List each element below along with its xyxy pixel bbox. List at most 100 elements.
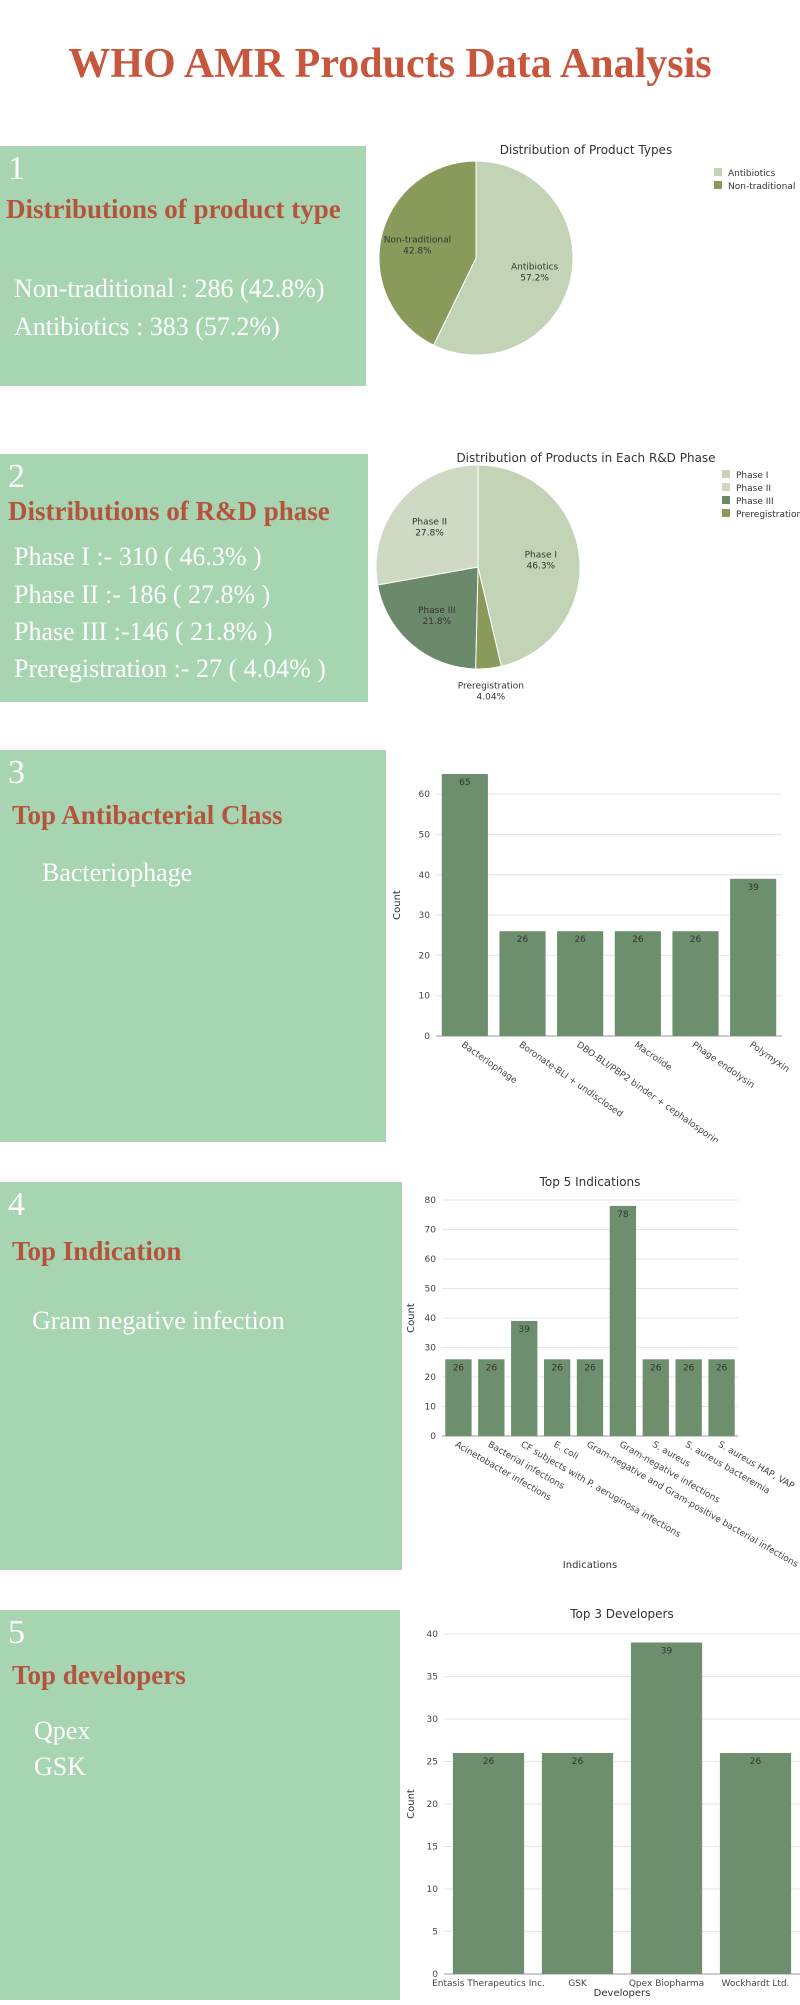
y-tick-label: 0 (432, 1970, 438, 1980)
bar (543, 1359, 571, 1436)
slice-label: Non-traditional 42.8% (384, 236, 451, 257)
bar-value-label: 26 (517, 935, 529, 945)
y-tick-label: 0 (424, 1032, 430, 1042)
pie-slice (477, 464, 581, 667)
legend-label: Non-traditional (728, 182, 795, 192)
bar (445, 1359, 472, 1436)
bar-value-label: 26 (453, 1363, 465, 1373)
section-1-panel: 1 Distributions of product type Non-trad… (0, 146, 366, 386)
section-line: Phase II :- 186 ( 27.8% ) (14, 580, 271, 609)
section-number: 2 (8, 458, 25, 495)
bar-value-label: 39 (518, 1325, 530, 1335)
y-axis-title: Count (406, 1303, 417, 1333)
chart-title: Distribution of Products in Each R&D Pha… (456, 451, 715, 465)
section-line: GSK (34, 1752, 87, 1781)
bar-value-label: 26 (690, 935, 702, 945)
x-tick-label: Wockhardt Ltd. (721, 1979, 789, 1989)
section-number: 3 (8, 754, 25, 791)
section-heading: Distributions of R&D phase (8, 496, 330, 526)
legend-label: Preregistration (736, 510, 800, 520)
antibacterial-class-bar-chart: 0 10 20 30 40 50 60 65 Bacteriophage 26 Boronate-B… (386, 750, 800, 1147)
section-3-panel: 3 Top Antibacterial Class Bacteriophage (0, 750, 386, 1142)
bar (576, 1359, 604, 1436)
y-tick-label: 60 (425, 1255, 437, 1265)
y-tick-label: 80 (425, 1196, 437, 1206)
bar-value-label: 78 (617, 1210, 629, 1220)
rnd-phase-pie-chart: Distribution of Products in Each R&D Pha… (368, 448, 800, 706)
bar (630, 1642, 703, 1974)
y-tick-label: 40 (427, 1630, 439, 1640)
bar-value-label: 26 (650, 1363, 662, 1373)
slice-label: Phase I 46.3% (525, 551, 557, 572)
y-tick-label: 20 (425, 1373, 437, 1383)
legend-label: Phase III (736, 497, 774, 507)
bar-value-label: 26 (572, 1757, 584, 1767)
section-line: Gram negative infection (32, 1306, 285, 1335)
slice-label: Phase III 21.8% (418, 606, 456, 627)
chart-title: Distribution of Product Types (500, 143, 672, 157)
y-tick-label: 0 (430, 1432, 436, 1442)
legend-label: Phase II (736, 484, 771, 494)
y-tick-label: 5 (432, 1928, 438, 1938)
section-heading: Top developers (12, 1660, 186, 1690)
bar (511, 1320, 538, 1436)
section-line: Phase III :-146 ( 21.8% ) (14, 617, 273, 646)
y-tick-label: 50 (419, 830, 431, 840)
x-tick-label: Qpex Biopharma (629, 1979, 704, 1989)
bar-value-label: 26 (584, 1363, 596, 1373)
slice-label: Preregistration 4.04% (458, 681, 524, 702)
bar-value-label: 26 (486, 1363, 498, 1373)
legend-swatch (714, 168, 722, 176)
x-tick-label: Macrolide (632, 1040, 674, 1073)
slice-label: Phase II 27.8% (412, 517, 447, 538)
y-axis-title: Count (406, 1789, 417, 1819)
bar-value-label: 39 (661, 1647, 673, 1657)
x-axis-title: Indications (563, 1560, 617, 1570)
x-tick-label: Phage endolysin (690, 1040, 756, 1091)
y-axis-title: Count (392, 890, 403, 920)
bar-value-label: 26 (574, 935, 586, 945)
pie-slice (432, 160, 574, 356)
pie-slice (378, 160, 477, 346)
y-tick-label: 10 (419, 992, 431, 1002)
pie-slice (377, 566, 479, 670)
bar (708, 1359, 735, 1436)
slice-label: Antibiotics 57.2% (511, 262, 559, 283)
pie-slice (375, 464, 479, 586)
bar-value-label: 26 (483, 1757, 495, 1767)
y-tick-label: 70 (425, 1226, 437, 1236)
x-tick-label: Bacteriophage (459, 1040, 519, 1086)
section-number: 1 (8, 150, 25, 187)
y-tick-label: 30 (427, 1715, 439, 1725)
section-line: Bacteriophage (42, 858, 193, 887)
y-tick-label: 30 (425, 1344, 437, 1354)
y-tick-label: 15 (427, 1843, 438, 1853)
page-title: WHO AMR Products Data Analysis (68, 41, 712, 87)
legend-swatch (722, 496, 730, 504)
bar (642, 1359, 669, 1436)
bar (541, 1753, 614, 1974)
x-tick-label: Entasis Therapeutics Inc. (432, 1979, 545, 1989)
section-line: Preregistration :- 27 ( 4.04% ) (14, 654, 326, 683)
bar (557, 931, 604, 1036)
section-2-panel: 2 Distributions of R&D phase Phase I :- … (0, 454, 368, 702)
y-tick-label: 25 (427, 1758, 438, 1768)
y-tick-label: 50 (425, 1285, 437, 1295)
section-heading: Top Antibacterial Class (12, 800, 283, 830)
bar-value-label: 26 (632, 935, 644, 945)
y-tick-label: 30 (419, 911, 431, 921)
y-tick-label: 20 (427, 1800, 439, 1810)
bar (730, 878, 777, 1036)
bar-value-label: 39 (747, 883, 759, 893)
developers-bar-chart: Top 3 Developers 0 5 10 15 20 25 30 35 40 26 Entasi… (400, 1602, 800, 2000)
legend-label: Antibiotics (728, 169, 776, 179)
bar-value-label: 65 (459, 778, 470, 788)
bar-value-label: 26 (716, 1363, 728, 1373)
indications-bar-chart: Top 5 Indications 0 10 20 30 40 50 60 70 80 26 Acin… (402, 1172, 800, 1571)
legend-swatch (722, 509, 730, 517)
bar (441, 774, 488, 1036)
bar (719, 1753, 792, 1974)
section-line: Non-traditional : 286 (42.8%) (14, 274, 325, 303)
x-axis-title: Developers (594, 1988, 651, 1999)
section-line: Qpex (34, 1716, 91, 1745)
